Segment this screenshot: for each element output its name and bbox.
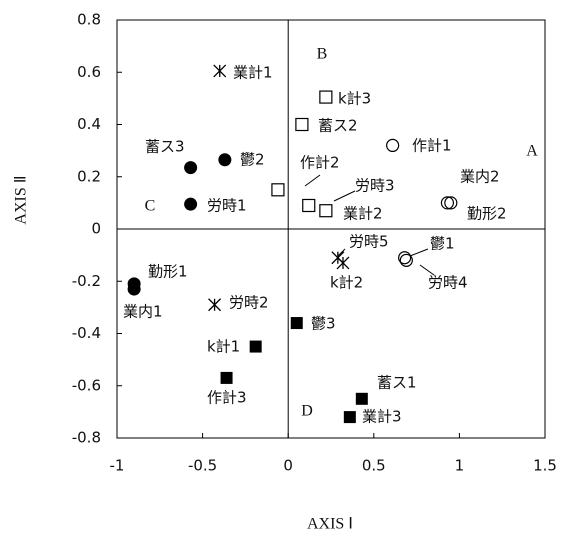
y-tick-label: 0.2 xyxy=(77,167,101,185)
y-tick-label: 0 xyxy=(91,220,101,238)
quadrant-label: B xyxy=(317,46,328,63)
leader-line xyxy=(419,264,435,276)
point xyxy=(440,196,455,210)
y-tick-label: 0.8 xyxy=(77,11,101,29)
point-shape xyxy=(319,90,333,104)
point xyxy=(336,256,350,270)
y-axis-title: AXIS Ⅱ xyxy=(13,175,30,224)
x-tick-label: 1.5 xyxy=(533,457,557,475)
point-shape xyxy=(319,204,333,218)
point-shape xyxy=(290,317,303,330)
point xyxy=(302,198,316,213)
point-shape xyxy=(399,253,413,267)
point-shape xyxy=(398,251,412,265)
point-label: 勤形1 xyxy=(148,263,188,281)
point-label: 作計3 xyxy=(207,389,247,407)
x-tick-label: -1 xyxy=(110,457,125,475)
point-label: 蓄ス1 xyxy=(377,374,417,392)
point-shape xyxy=(440,196,455,210)
point xyxy=(343,411,356,424)
point-label: 蓄ス3 xyxy=(145,138,185,156)
quadrant-label: A xyxy=(526,143,538,160)
point-label: 労時2 xyxy=(229,294,269,312)
point-shape xyxy=(184,197,198,211)
point xyxy=(319,204,333,218)
point-shape xyxy=(444,196,458,210)
point-label: 労時5 xyxy=(349,233,389,251)
point-label: k計1 xyxy=(207,338,240,356)
point-label: 鬱1 xyxy=(430,235,455,253)
point xyxy=(355,392,368,405)
point-shape xyxy=(295,117,309,132)
point-shape xyxy=(302,198,316,213)
point-label: k計2 xyxy=(330,274,363,292)
point xyxy=(249,340,262,353)
point-label: 作計1 xyxy=(412,137,452,155)
quadrant-label: D xyxy=(301,403,313,420)
point xyxy=(399,253,413,267)
point-shape xyxy=(218,153,232,167)
quadrant-label: C xyxy=(145,198,156,215)
point-label: 蓄ス2 xyxy=(318,117,358,135)
x-tick-label: -0.5 xyxy=(188,457,217,475)
x-tick-label: 0.5 xyxy=(362,457,386,475)
point-shape xyxy=(184,161,198,175)
y-tick-label: 0.6 xyxy=(77,63,101,81)
leader-line xyxy=(333,190,356,202)
x-tick-label: 0 xyxy=(283,457,293,475)
point xyxy=(184,197,198,211)
point-label: 作計2 xyxy=(300,154,340,172)
y-tick-label: -0.8 xyxy=(72,429,101,447)
point xyxy=(386,138,400,152)
point xyxy=(218,153,232,167)
point-label: 業計1 xyxy=(233,64,273,82)
point xyxy=(213,64,227,78)
y-tick-label: 0.4 xyxy=(77,115,101,133)
point-shape xyxy=(249,340,262,353)
point-shape xyxy=(355,392,368,405)
leader-line xyxy=(337,248,346,257)
point xyxy=(220,371,233,384)
point-label: 業内1 xyxy=(123,303,163,321)
point xyxy=(127,282,141,296)
point-label: 労時1 xyxy=(207,197,247,215)
point-label: 鬱3 xyxy=(311,315,336,333)
point xyxy=(295,117,309,132)
point-label: 労時3 xyxy=(355,177,395,195)
point xyxy=(208,298,222,312)
point xyxy=(444,196,458,210)
point-label: k計3 xyxy=(338,90,371,108)
point-shape xyxy=(271,183,285,197)
point xyxy=(271,183,285,197)
point-shape xyxy=(220,371,233,384)
point-shape xyxy=(127,282,141,296)
point xyxy=(184,161,198,175)
leader-line xyxy=(304,174,321,187)
point-shape xyxy=(343,411,356,424)
y-tick-label: -0.2 xyxy=(72,272,101,290)
leader-line xyxy=(409,248,429,257)
y-tick-label: -0.6 xyxy=(72,376,101,394)
x-tick-label: 1 xyxy=(455,457,465,475)
point-label: 業内2 xyxy=(460,168,500,186)
point-label: 勤形2 xyxy=(467,205,507,223)
point xyxy=(319,90,333,104)
point-label: 業計2 xyxy=(343,205,383,223)
point-label: 労時4 xyxy=(428,274,468,292)
point xyxy=(398,251,412,265)
y-tick-label: -0.4 xyxy=(72,324,101,342)
x-axis-title: AXIS Ⅰ xyxy=(307,516,353,533)
point-shape xyxy=(386,138,400,152)
point-label: 業計3 xyxy=(362,408,402,426)
point-label: 鬱2 xyxy=(240,151,265,169)
point xyxy=(290,317,303,330)
